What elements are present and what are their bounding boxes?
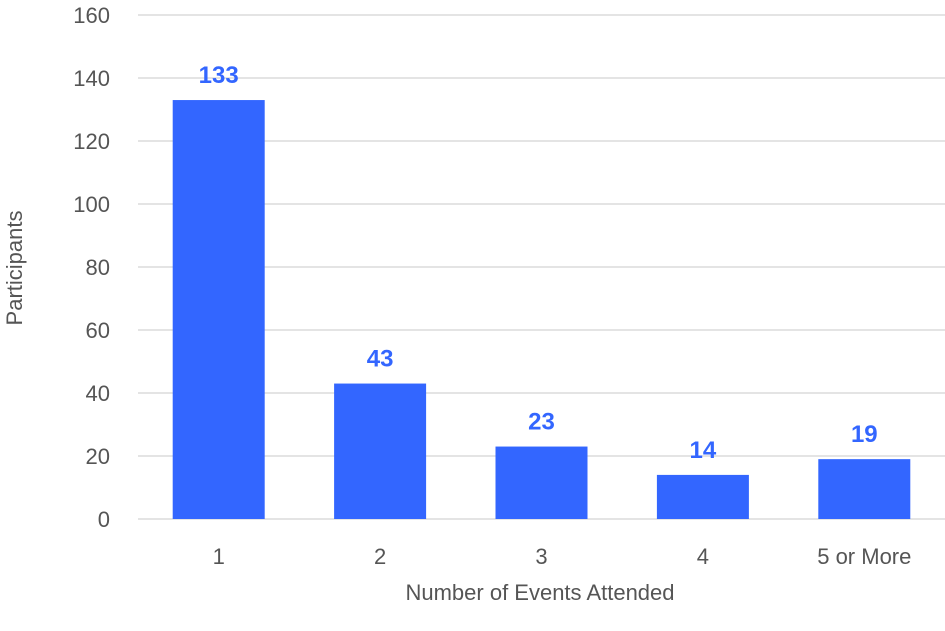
y-axis-title: Participants [2, 211, 27, 326]
y-tick-label: 60 [86, 318, 110, 343]
x-axis-title: Number of Events Attended [405, 580, 674, 605]
x-axis-ticks: 1 2 3 4 5 or More [213, 544, 912, 569]
x-tick-label: 4 [697, 544, 709, 569]
x-tick-label: 5 or More [817, 544, 911, 569]
bar-5 [818, 459, 911, 519]
y-tick-label: 140 [73, 66, 110, 91]
bar-3 [495, 446, 588, 519]
y-tick-label: 80 [86, 255, 110, 280]
y-tick-label: 100 [73, 192, 110, 217]
x-tick-label: 3 [535, 544, 547, 569]
x-tick-label: 2 [374, 544, 386, 569]
data-label-3: 23 [528, 409, 555, 436]
data-label-4: 14 [690, 437, 717, 464]
bars [172, 100, 911, 520]
data-label-2: 43 [367, 346, 394, 373]
y-tick-label: 40 [86, 381, 110, 406]
data-label-5: 19 [851, 421, 878, 448]
bar-1 [172, 100, 265, 520]
bar-2 [334, 383, 427, 519]
y-tick-label: 120 [73, 129, 110, 154]
y-tick-label: 0 [98, 507, 110, 532]
x-tick-label: 1 [213, 544, 225, 569]
y-tick-label: 20 [86, 444, 110, 469]
grid-lines [138, 14, 945, 520]
y-axis-ticks: 0 20 40 60 80 100 120 140 160 [73, 3, 110, 532]
bar-4 [656, 474, 749, 519]
data-label-1: 133 [199, 62, 239, 89]
y-tick-label: 160 [73, 3, 110, 28]
data-labels: 133 43 23 14 19 [199, 62, 878, 464]
